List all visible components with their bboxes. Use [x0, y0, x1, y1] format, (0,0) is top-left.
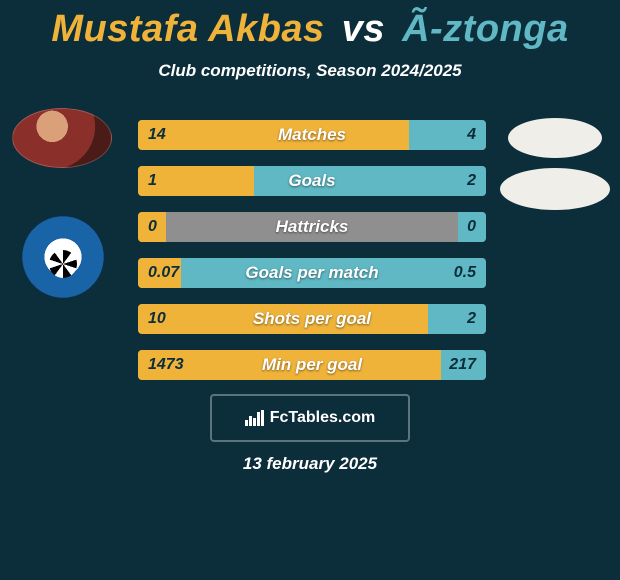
stat-row: Goals1 2: [138, 166, 486, 196]
stat-row: Hattricks0 0: [138, 212, 486, 242]
stat-value-right: 4: [457, 120, 486, 150]
stat-value-right: 0.5: [444, 258, 486, 288]
player1-photo: [12, 108, 112, 168]
stat-value-left: 0.07: [138, 258, 189, 288]
stat-value-right: 2: [457, 304, 486, 334]
stat-value-left: 0: [138, 212, 167, 242]
stat-label: Matches: [138, 120, 486, 150]
player2-photo: [508, 118, 602, 158]
bar-chart-icon: [245, 410, 264, 426]
stat-row: Min per goal1473217: [138, 350, 486, 380]
stat-value-left: 14: [138, 120, 176, 150]
stat-label: Goals: [138, 166, 486, 196]
stat-value-right: 217: [439, 350, 486, 380]
player1-club-badge: [22, 216, 104, 298]
stat-row: Matches14 4: [138, 120, 486, 150]
stats-container: Matches14 4 Goals1 2 Hattricks0 0 Goals per ma…: [138, 120, 486, 396]
brand-box: FcTables.com: [210, 394, 410, 442]
vs-label: vs: [342, 8, 385, 50]
stat-label: Hattricks: [138, 212, 486, 242]
stat-row: Shots per goal10 2: [138, 304, 486, 334]
stat-row: Goals per match0.07 0.5: [138, 258, 486, 288]
footer-date: 13 february 2025: [0, 454, 620, 474]
player2-name: Ã-ztonga: [402, 8, 569, 50]
subtitle: Club competitions, Season 2024/2025: [0, 61, 620, 81]
stat-value-left: 10: [138, 304, 176, 334]
stat-value-right: 2: [457, 166, 486, 196]
stat-value-left: 1: [138, 166, 167, 196]
comparison-title: Mustafa Akbas vs Ã-ztonga: [0, 0, 620, 51]
stat-label: Shots per goal: [138, 304, 486, 334]
stat-value-left: 1473: [138, 350, 194, 380]
player2-club-badge: [500, 168, 610, 210]
stat-label: Goals per match: [138, 258, 486, 288]
player1-name: Mustafa Akbas: [51, 8, 324, 50]
brand-text: FcTables.com: [270, 409, 376, 427]
stat-value-right: 0: [457, 212, 486, 242]
